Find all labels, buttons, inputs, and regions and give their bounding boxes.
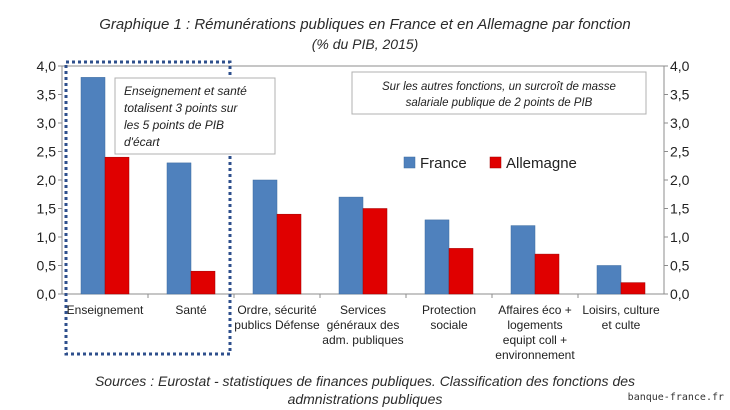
source-line-2: admnistrations publiques — [287, 391, 443, 407]
category-label: sociale — [430, 318, 468, 332]
category-label: adm. publiques — [322, 333, 403, 347]
y-tick-label-left: 1,5 — [37, 201, 57, 217]
bar-france — [80, 77, 106, 295]
bar-allemagne — [362, 208, 388, 295]
legend-swatch-allemagne — [489, 156, 502, 169]
category-label: environnement — [495, 348, 575, 362]
annotation-box-1 — [114, 77, 276, 155]
bar-allemagne — [448, 248, 474, 295]
category-label: equipt coll + — [503, 333, 567, 347]
annotation-box-2 — [351, 71, 647, 115]
annotation-1-text: Enseignement et santé — [124, 84, 247, 98]
bar-allemagne — [620, 282, 646, 295]
category-label: Services — [340, 303, 386, 317]
annotation-1-text: totalisent 3 points sur — [124, 101, 238, 115]
bar-france — [510, 225, 536, 295]
chart-title: Graphique 1 : Rémunérations publiques en… — [99, 16, 631, 33]
category-label: Enseignement — [67, 303, 144, 317]
bar-allemagne — [534, 253, 560, 295]
category-label: logements — [507, 318, 562, 332]
bar-chart: 0,0 0,0 0,5 0,5 1,0 1,0 1,5 1,5 2,0 2,0 2,5 2,5 3,0 3… — [37, 58, 690, 362]
category-label: Loisirs, culture — [582, 303, 660, 317]
y-tick-label-left: 0,5 — [37, 258, 57, 274]
y-tick-label-left: 3,5 — [37, 87, 57, 103]
category-label: Affaires éco + — [498, 303, 572, 317]
bar-france — [166, 162, 192, 295]
y-tick-label-right: 0,0 — [670, 286, 690, 302]
annotation-2-text: salariale publique de 2 points de PIB — [406, 97, 593, 109]
y-tick-label-right: 0,5 — [670, 258, 690, 274]
y-tick-label-left: 2,0 — [37, 172, 57, 188]
y-tick-label-right: 1,5 — [670, 201, 690, 217]
source-line-1: Sources : Eurostat - statistiques de fin… — [94, 373, 636, 389]
bar-france — [424, 219, 450, 295]
y-tick-label-right: 2,5 — [670, 144, 690, 160]
y-tick-label-right: 3,0 — [670, 115, 690, 131]
category-label: Ordre, sécurité — [237, 303, 317, 317]
y-tick-label-left: 3,0 — [37, 115, 57, 131]
y-tick-label-left: 4,0 — [37, 58, 57, 74]
bar-allemagne — [190, 270, 216, 295]
category-label: Santé — [175, 303, 207, 317]
y-tick-label-right: 1,0 — [670, 229, 690, 245]
bar-france — [252, 179, 278, 295]
category-label: généraux des — [327, 318, 400, 332]
y-tick-label-right: 4,0 — [670, 58, 690, 74]
credit-text: banque-france.fr — [627, 392, 724, 403]
legend-label-france: France — [420, 155, 467, 172]
bar-allemagne — [276, 213, 302, 295]
y-tick-label-right: 2,0 — [670, 172, 690, 188]
category-label: Protection — [422, 303, 476, 317]
y-tick-label-left: 0,0 — [37, 286, 57, 302]
y-tick-label-left: 1,0 — [37, 229, 57, 245]
annotation-1-text: d'écart — [124, 135, 160, 149]
chart-subtitle: (% du PIB, 2015) — [311, 36, 419, 52]
y-tick-label-left: 2,5 — [37, 144, 57, 160]
annotation-1-text: les 5 points de PIB — [124, 118, 224, 132]
category-label: et culte — [602, 318, 641, 332]
bar-france — [338, 196, 364, 295]
annotation-2-text: Sur les autres fonctions, un surcroît de… — [382, 81, 616, 93]
bar-allemagne — [104, 156, 130, 295]
category-label: publics Défense — [234, 318, 320, 332]
y-tick-label-right: 3,5 — [670, 87, 690, 103]
legend-label-allemagne: Allemagne — [506, 155, 577, 172]
bar-france — [596, 265, 622, 295]
legend-swatch-france — [403, 156, 416, 169]
